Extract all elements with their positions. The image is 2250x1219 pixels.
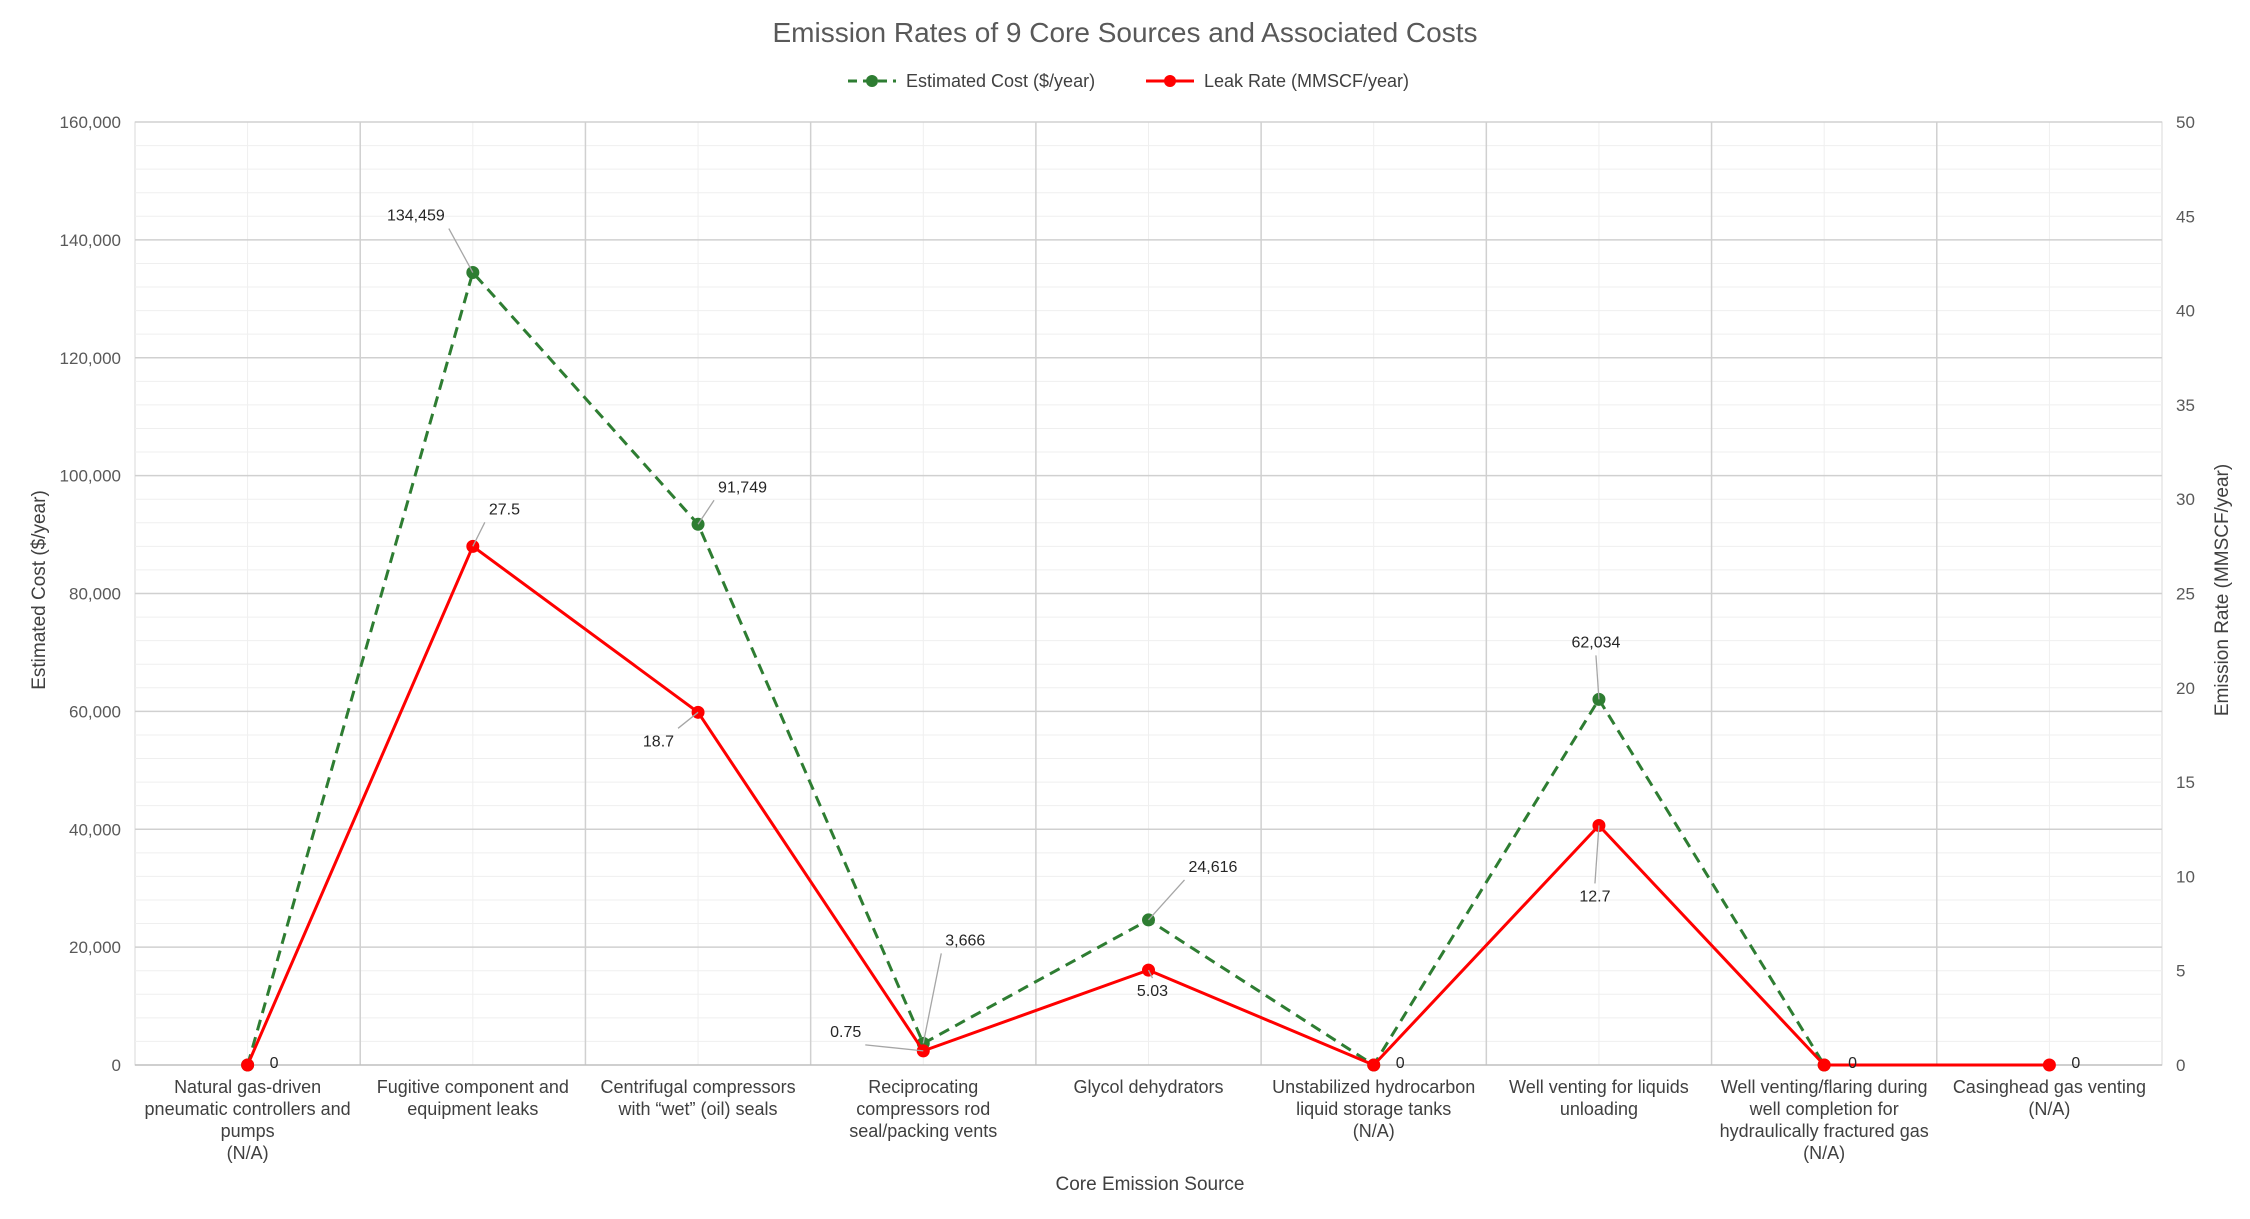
- y-tick-label: 120,000: [60, 349, 121, 368]
- y-tick-label: 0: [112, 1056, 121, 1075]
- y2-tick-label: 25: [2176, 585, 2195, 604]
- x-tick-label: Natural gas-driven pneumatic controllers …: [145, 1077, 351, 1163]
- data-label-leader: [448, 228, 474, 273]
- legend-leak-rate-label: Leak Rate (MMSCF/year): [1204, 71, 1409, 91]
- cost-series-line: [246, 271, 1826, 1067]
- y2-tick-label: 10: [2176, 867, 2195, 886]
- leak-rate-point: [1817, 1058, 1831, 1072]
- cost-data-label: 134,459: [387, 208, 445, 225]
- data-label-leader: [1595, 655, 1600, 700]
- leak-rate-data-label: 0: [1396, 1055, 1405, 1072]
- cost-data-label: 24,616: [1189, 859, 1238, 876]
- leak-rate-data-label: 0: [2071, 1055, 2080, 1072]
- data-label-leader: [865, 1044, 924, 1052]
- data-label-leader: [1594, 825, 1600, 884]
- y-tick-label: 40,000: [69, 820, 121, 839]
- y2-tick-label: 15: [2176, 773, 2195, 792]
- y2-axis-title: Emission Rate (MMSCF/year): [2212, 464, 2233, 716]
- y2-tick-label: 50: [2176, 113, 2195, 132]
- data-label-leader: [1148, 879, 1185, 921]
- leak-rate-data-label: 18.7: [643, 733, 674, 750]
- y2-tick-label: 5: [2176, 962, 2185, 981]
- x-tick-label: Centrifugal compressors with “wet” (oil) …: [601, 1077, 796, 1119]
- y2-tick-label: 0: [2176, 1056, 2185, 1075]
- cost-data-label: 3,666: [945, 932, 985, 949]
- leak-rate-point: [241, 1058, 255, 1072]
- data-label-leader: [677, 711, 699, 729]
- chart-legend: Estimated Cost ($/year) Leak Rate (MMSCF/…: [848, 71, 1409, 91]
- y2-tick-label: 35: [2176, 396, 2195, 415]
- y-tick-label: 140,000: [60, 231, 121, 250]
- legend-cost-marker: [866, 75, 878, 87]
- leak-rate-data-label: 0: [1848, 1055, 1857, 1072]
- leak-rate-data-label: 27.5: [489, 501, 520, 518]
- cost-data-label: 91,749: [718, 479, 767, 496]
- y-tick-label: 100,000: [60, 467, 121, 486]
- cost-data-label: 62,034: [1571, 634, 1620, 651]
- x-tick-label: Unstabilized hydrocarbon liquid storage t…: [1272, 1077, 1475, 1141]
- leak-rate-point: [2042, 1058, 2056, 1072]
- data-label-leader: [922, 953, 942, 1044]
- legend-leak-rate-marker: [1164, 75, 1176, 87]
- leak-rate-data-label: 0: [270, 1055, 279, 1072]
- x-tick-label: Casinghead gas venting (N/A): [1953, 1077, 2146, 1119]
- data-label-leader: [1147, 969, 1154, 979]
- x-tick-label: Reciprocating compressors rod seal/packing…: [849, 1077, 997, 1141]
- x-tick-label: Fugitive component and equipment leaks: [377, 1077, 569, 1119]
- y2-tick-label: 45: [2176, 207, 2195, 226]
- leak-rate-data-label: 12.7: [1579, 888, 1610, 905]
- data-label-leader: [697, 499, 715, 525]
- leak-rate-point: [1367, 1058, 1381, 1072]
- legend-cost-label: Estimated Cost ($/year): [906, 71, 1095, 91]
- y2-tick-label: 20: [2176, 679, 2195, 698]
- x-axis-title: Core Emission Source: [1055, 1174, 1244, 1195]
- y-tick-label: 80,000: [69, 585, 121, 604]
- x-tick-label: Glycol dehydrators: [1073, 1077, 1223, 1097]
- y2-tick-label: 40: [2176, 302, 2195, 321]
- leak-rate-data-label: 0.75: [830, 1024, 861, 1041]
- y-axis-title: Estimated Cost ($/year): [29, 490, 50, 690]
- y2-tick-label: 30: [2176, 490, 2195, 509]
- y-tick-label: 20,000: [69, 938, 121, 957]
- y-tick-label: 60,000: [69, 702, 121, 721]
- data-label-leader: [472, 522, 486, 547]
- x-tick-label: Well venting/flaring during well completi…: [1720, 1077, 1929, 1163]
- x-tick-label: Well venting for liquids unloading: [1509, 1077, 1689, 1119]
- chart-title: Emission Rates of 9 Core Sources and Ass…: [772, 17, 1477, 48]
- leak-rate-data-label: 5.03: [1137, 983, 1168, 1000]
- y-tick-label: 160,000: [60, 113, 121, 132]
